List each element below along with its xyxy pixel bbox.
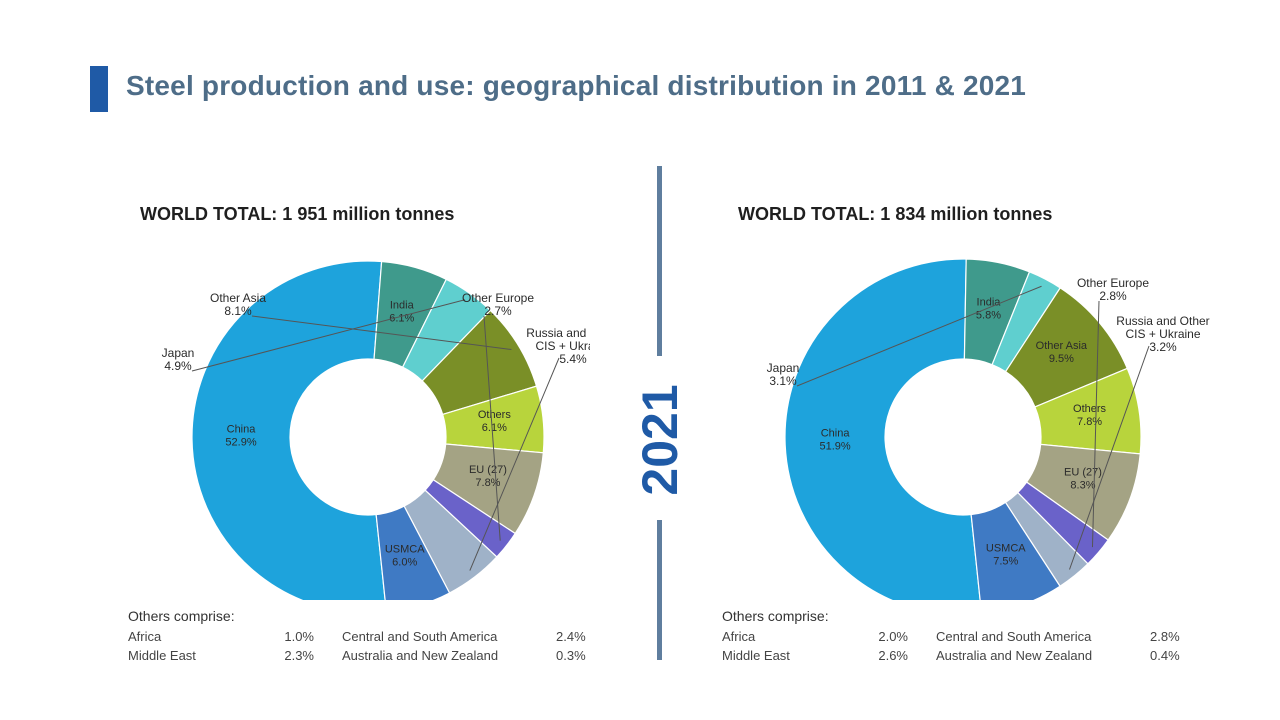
leader-line [191, 299, 466, 372]
others-name: Africa [722, 629, 756, 644]
year-label: 2021 [632, 384, 688, 496]
leader-line [469, 357, 560, 571]
others-name: Central and South America [936, 629, 1092, 644]
slice-label-china: China 51.9% [820, 428, 851, 453]
page-title: Steel production and use: geographical d… [126, 70, 1027, 101]
slice-usmca [375, 505, 451, 600]
slice-label-usmca: USMCA 6.0% [385, 544, 425, 569]
others-heading: Others comprise: [128, 608, 235, 624]
world-total-left: WORLD TOTAL: 1 951 million tonnes [140, 204, 455, 224]
others-name: Middle East [722, 648, 790, 663]
others-name: Australia and New Zealand [936, 648, 1093, 663]
others-value: 2.4% [556, 629, 586, 644]
others-comprise-right: Others comprise: Africa 2.0% Central and… [722, 608, 1190, 665]
others-name: Africa [128, 629, 162, 644]
others-name: Central and South America [342, 629, 498, 644]
leader-line [251, 315, 512, 351]
others-row: Middle East 2.6% Australia and New Zeala… [722, 646, 1190, 665]
others-value: 0.3% [556, 648, 586, 663]
leader-line [1091, 300, 1100, 548]
slice-label-india: India 5.8% [976, 297, 1001, 322]
leader-line [1069, 345, 1150, 570]
others-name: Australia and New Zealand [342, 648, 499, 663]
slice-label-eu-27: EU (27) 8.3% [1064, 467, 1102, 492]
slice-label-others: Others 6.1% [478, 409, 512, 434]
slice-china [191, 260, 386, 600]
others-comprise-left: Others comprise: Africa 1.0% Central and… [128, 608, 596, 665]
others-name: Middle East [128, 648, 196, 663]
slice-label-china: China 52.9% [225, 424, 256, 449]
slice-label-other-europe: Other Europe 2.7% [462, 291, 534, 318]
others-value: 2.6% [878, 648, 908, 663]
slice-label-other-europe: Other Europe 2.8% [1077, 276, 1149, 303]
others-value: 2.3% [284, 648, 314, 663]
others-row: Middle East 2.3% Australia and New Zeala… [128, 646, 596, 665]
divider-line-bottom [657, 520, 662, 660]
others-value: 2.0% [878, 629, 908, 644]
divider-line-top [657, 166, 662, 356]
donut-chart-right: China 51.9% India 5.8% Japan 3.1% Other Asia 9.… [767, 258, 1210, 600]
slice-label-other-asia: Other Asia 9.5% [1036, 340, 1088, 365]
slice-label-others: Others 7.8% [1073, 403, 1107, 428]
others-row: Africa 2.0% Central and South America 2.… [722, 627, 1190, 646]
others-row: Africa 1.0% Central and South America 2.… [128, 627, 596, 646]
slice-usmca [970, 501, 1061, 600]
others-heading: Others comprise: [722, 608, 829, 624]
donut-chart-left: China 52.9% India 6.1% Japan 4.9% Other Asia 8.… [162, 260, 590, 600]
world-total-right: WORLD TOTAL: 1 834 million tonnes [738, 204, 1053, 224]
slice-label-eu-27: EU (27) 7.8% [469, 464, 507, 489]
slice-label-india: India 6.1% [389, 300, 414, 325]
title-accent-bar [90, 66, 108, 112]
others-value: 1.0% [284, 629, 314, 644]
slice-label-japan: Japan 3.1% [767, 361, 800, 388]
slice-label-other-asia: Other Asia 8.1% [210, 291, 266, 318]
slice-label-usmca: USMCA 7.5% [986, 543, 1026, 568]
leader-line [796, 285, 1042, 387]
slice-china [784, 258, 981, 600]
others-value: 2.8% [1150, 629, 1180, 644]
slice-label-russia-and-other-cis-ukraine: Russia and Other CIS + Ukraine 3.2% [1116, 314, 1209, 354]
slice-label-japan: Japan 4.9% [162, 346, 195, 373]
others-value: 0.4% [1150, 648, 1180, 663]
leader-line [483, 315, 501, 541]
